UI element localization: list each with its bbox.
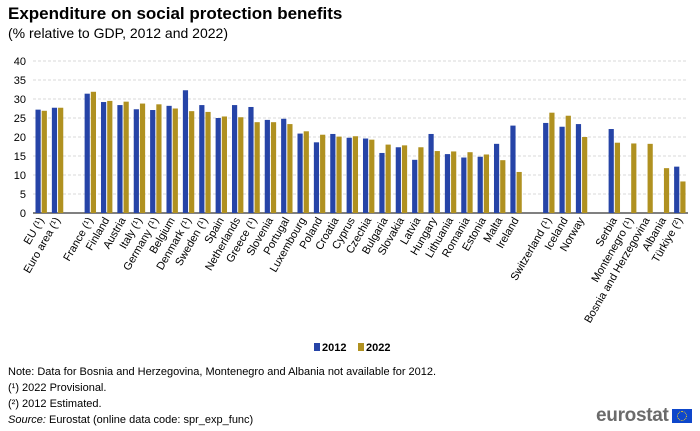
bar-2022-0 (41, 110, 47, 213)
bar-2022-22 (418, 147, 424, 213)
y-tick-label: 15 (14, 151, 26, 163)
bar-2022-29 (549, 112, 555, 213)
bar-2022-14 (287, 124, 293, 213)
legend-swatch-2012 (314, 343, 320, 351)
bar-2012-1 (51, 107, 58, 213)
bar-2022-27 (500, 160, 506, 213)
legend-swatch-2022 (358, 343, 364, 351)
bar-2022-6 (156, 104, 162, 213)
bar-2012-28 (510, 125, 516, 213)
bar-2012-9 (199, 105, 205, 213)
bar-2012-10 (215, 118, 221, 213)
source-line: Source: Eurostat (online data code: spr_… (8, 414, 253, 426)
y-tick-label: 40 (14, 56, 26, 68)
bar-2022-24 (451, 151, 457, 213)
bar-2012-27 (493, 143, 500, 213)
bar-2022-17 (336, 136, 342, 213)
bar-2012-29 (543, 122, 549, 213)
bar-2022-8 (189, 111, 195, 213)
bar-2022-36 (680, 181, 686, 213)
bar-2012-31 (575, 124, 582, 213)
y-tick-label: 25 (14, 113, 26, 125)
bar-2012-5 (133, 109, 139, 213)
bar-2022-5 (139, 103, 146, 213)
bar-2022-7 (172, 108, 178, 213)
bar-2022-4 (123, 101, 129, 213)
bar-2012-13 (264, 119, 270, 213)
logo-text: eurostat (596, 405, 669, 426)
bar-2012-0 (35, 109, 41, 213)
y-tick-label: 5 (20, 189, 26, 201)
bar-2012-18 (346, 137, 352, 213)
bar-2022-34 (647, 143, 653, 213)
bar-2012-14 (281, 118, 287, 213)
bar-2012-30 (559, 126, 565, 213)
chart-subtitle: (% relative to GDP, 2012 and 2022) (8, 25, 228, 41)
bar-2022-9 (205, 111, 211, 213)
bar-2012-26 (477, 156, 483, 213)
bar-2022-3 (107, 100, 113, 213)
bar-2012-19 (362, 138, 369, 213)
bar-2022-20 (385, 144, 391, 213)
bar-2022-26 (483, 154, 490, 213)
source-label: Source: (8, 414, 46, 426)
eu-flag-icon (671, 409, 692, 423)
bar-2022-25 (467, 152, 473, 213)
chart-title: Expenditure on social protection benefit… (8, 4, 343, 23)
bar-2012-36 (674, 166, 680, 213)
bar-2022-12 (254, 122, 260, 213)
bar-2022-21 (401, 145, 408, 213)
legend-label-2022: 2022 (366, 342, 390, 354)
bar-2012-7 (166, 105, 172, 213)
bar-2012-16 (313, 142, 320, 213)
bar-2022-16 (320, 134, 326, 213)
bar-2022-2 (90, 91, 97, 213)
bar-2012-17 (330, 133, 336, 213)
bar-2012-22 (412, 159, 418, 213)
y-tick-label: 10 (14, 170, 26, 182)
bar-2022-33 (631, 143, 637, 213)
bar-2022-15 (303, 131, 309, 213)
bar-2012-3 (100, 102, 107, 213)
bar-2022-11 (238, 117, 244, 213)
bar-2022-28 (516, 171, 522, 213)
footnote-estimated: (²) 2012 Estimated. (8, 398, 102, 410)
bar-2012-24 (444, 154, 451, 213)
bar-2022-31 (582, 137, 588, 213)
bar-2022-1 (58, 107, 64, 213)
y-tick-label: 35 (14, 75, 26, 87)
bar-2012-6 (150, 110, 156, 213)
bar-2022-18 (352, 136, 359, 213)
bar-2012-23 (428, 133, 434, 213)
bar-2022-13 (270, 122, 277, 213)
bar-2022-32 (614, 142, 621, 213)
bar-2022-30 (565, 115, 571, 213)
bar-2012-20 (379, 152, 385, 213)
source-text: Eurostat (online data code: spr_exp_func… (45, 414, 254, 426)
bar-2012-25 (461, 157, 467, 213)
note-text: Note: Data for Bosnia and Herzegovina, M… (8, 366, 437, 378)
y-tick-label: 30 (14, 94, 26, 106)
bar-2012-21 (395, 147, 401, 213)
bar-2012-8 (182, 90, 189, 213)
bar-2022-10 (221, 116, 228, 213)
legend-label-2012: 2012 (322, 342, 346, 354)
bar-2012-2 (84, 93, 90, 213)
footnote-provisional: (¹) 2022 Provisional. (8, 382, 107, 394)
bar-2012-11 (231, 105, 238, 213)
bar-2022-23 (434, 151, 440, 213)
eurostat-logo: eurostat (596, 405, 692, 427)
bar-2022-19 (369, 139, 375, 213)
y-tick-label: 20 (14, 132, 26, 144)
bar-2012-12 (248, 106, 254, 213)
bar-2012-15 (297, 133, 303, 213)
bar-2012-4 (117, 105, 123, 213)
bar-2022-35 (663, 168, 670, 213)
y-tick-label: 0 (20, 208, 26, 220)
bar-2012-32 (608, 129, 614, 213)
